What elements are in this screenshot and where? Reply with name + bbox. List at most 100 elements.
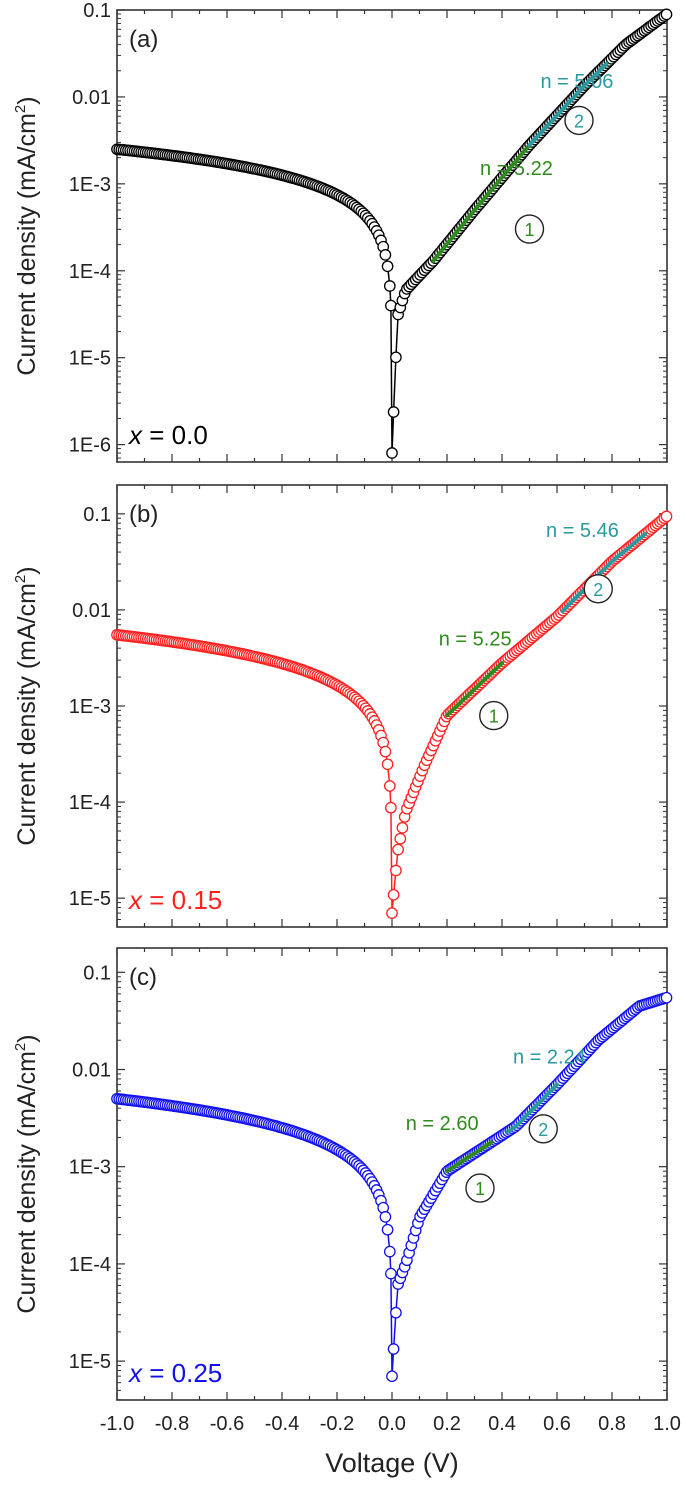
composition-var: x	[127, 420, 143, 450]
data-point	[387, 406, 400, 418]
composition-value: = 0.0	[142, 420, 208, 450]
y-axis-label-text: Current density (mA/cm	[13, 583, 41, 846]
x-tick-label: 0.4	[488, 1413, 516, 1435]
y-tick-label: 0.1	[83, 962, 111, 984]
x-tick-label: 0.6	[543, 1413, 571, 1435]
x-tick-label: -0.6	[210, 1413, 244, 1435]
y-axis-label-close: )	[13, 1034, 41, 1042]
composition-value: = 0.25	[142, 1358, 222, 1388]
y-tick-label: 1E-5	[69, 348, 111, 370]
y-tick-label: 0.01	[72, 600, 111, 622]
y-axis-label: Current density (mA/cm2)	[12, 96, 41, 375]
data-point	[383, 1245, 396, 1258]
fit-line-2	[505, 1082, 559, 1134]
y-tick-label: 0.01	[72, 1060, 111, 1082]
data-point	[379, 1211, 392, 1223]
y-tick-label: 1E-6	[69, 435, 111, 457]
region-marker-label-2: 2	[593, 580, 603, 600]
y-axis-label-sup: 2	[12, 575, 29, 583]
x-tick-label: -0.2	[320, 1413, 354, 1435]
y-tick-label: 1E-4	[69, 792, 111, 814]
data-point	[396, 821, 409, 834]
y-axis-label-text: Current density (mA/cm	[13, 113, 41, 376]
data-point	[386, 447, 398, 459]
composition-label: x = 0.15	[127, 885, 222, 915]
fit-label-1: n = 2.60	[406, 1113, 479, 1135]
data-point	[660, 8, 673, 21]
composition-var: x	[127, 1358, 143, 1388]
region-marker-label-2: 2	[538, 1120, 548, 1140]
x-tick-label: 0.2	[433, 1413, 461, 1435]
y-tick-label: 0.1	[83, 504, 111, 526]
data-point	[385, 299, 397, 312]
series-line	[116, 515, 667, 914]
panel-label: (b)	[129, 501, 158, 528]
region-marker-label-1: 1	[489, 707, 499, 727]
data-point	[381, 260, 394, 273]
y-axis-label-close: )	[13, 566, 41, 574]
fit-line-2	[527, 61, 609, 147]
data-point	[383, 280, 396, 292]
fit-label-2: n = 2.24	[513, 1047, 586, 1069]
region-marker-1	[514, 214, 545, 244]
data-point	[379, 249, 392, 261]
data-point	[385, 1267, 397, 1280]
fit-line-1	[445, 661, 504, 718]
region-marker-2	[583, 574, 613, 604]
y-axis-label-close: )	[13, 96, 41, 104]
fit-label-2: n = 5.46	[546, 520, 619, 542]
data-point	[383, 780, 396, 792]
data-point	[390, 864, 402, 877]
data-point	[381, 758, 394, 771]
fit-line-2	[560, 532, 647, 614]
x-tick-label: 0.8	[598, 1413, 626, 1435]
data-point	[390, 1306, 402, 1319]
y-tick-label: 1E-5	[69, 888, 111, 910]
x-tick-label: 1.0	[653, 1413, 681, 1435]
panel-label: (c)	[129, 964, 157, 991]
region-marker-label-2: 2	[574, 111, 584, 131]
region-marker-2	[528, 1114, 558, 1144]
data-point	[387, 1343, 400, 1355]
data-point	[390, 351, 402, 364]
composition-label: x = 0.0	[127, 420, 208, 450]
y-axis-label-sup: 2	[12, 105, 29, 113]
panel-c: 0.1 0.01 1E-3 1E-4 1E-5 n = 2.60 1 n = 2.24 2 (c)…	[12, 947, 673, 1401]
data-point	[394, 832, 407, 845]
region-marker-1	[465, 1173, 495, 1203]
data-point	[381, 1223, 394, 1236]
panel-a: 0.1 0.01 1E-3 1E-4 1E-5 1E-6 n = 5.22 1 n = 5.06…	[12, 0, 673, 463]
y-tick-label: 1E-3	[69, 1157, 111, 1179]
fit-label-1: n = 5.22	[480, 158, 553, 180]
data-point	[386, 1370, 398, 1383]
y-tick-label: 1E-4	[69, 261, 111, 283]
fit-line-1	[431, 143, 532, 263]
panel-label: (a)	[129, 26, 158, 53]
composition-value: = 0.15	[142, 885, 222, 915]
y-tick-label: 1E-3	[69, 696, 111, 718]
region-marker-1	[479, 700, 509, 731]
x-tick-label: -1.0	[100, 1413, 134, 1435]
data-point	[392, 843, 404, 856]
y-axis-label: Current density (mA/cm2)	[12, 1034, 41, 1313]
y-tick-label: 1E-5	[69, 1351, 111, 1373]
fit-label-1: n = 5.25	[439, 628, 512, 650]
region-marker-2	[564, 105, 594, 136]
panel-b: 0.1 0.01 1E-3 1E-4 1E-5 n = 5.25 1 n = 5.46 2 (b)…	[12, 484, 673, 928]
x-tick-label: 0.0	[378, 1413, 406, 1435]
y-axis-label-sup: 2	[12, 1043, 29, 1051]
y-tick-label: 0.01	[72, 87, 111, 109]
data-point	[387, 888, 400, 901]
fit-label-2: n = 5.06	[541, 71, 614, 93]
region-marker-label-1: 1	[524, 220, 534, 240]
y-tick-label: 1E-4	[69, 1254, 111, 1276]
y-tick-label: 1E-3	[69, 174, 111, 196]
y-axis-label-text: Current density (mA/cm	[13, 1051, 41, 1314]
x-tick-label: -0.4	[265, 1413, 299, 1435]
x-axis-label: Voltage (V)	[325, 1448, 459, 1478]
fit-line-1	[445, 1140, 493, 1174]
data-point	[660, 510, 673, 523]
data-point	[386, 907, 398, 919]
